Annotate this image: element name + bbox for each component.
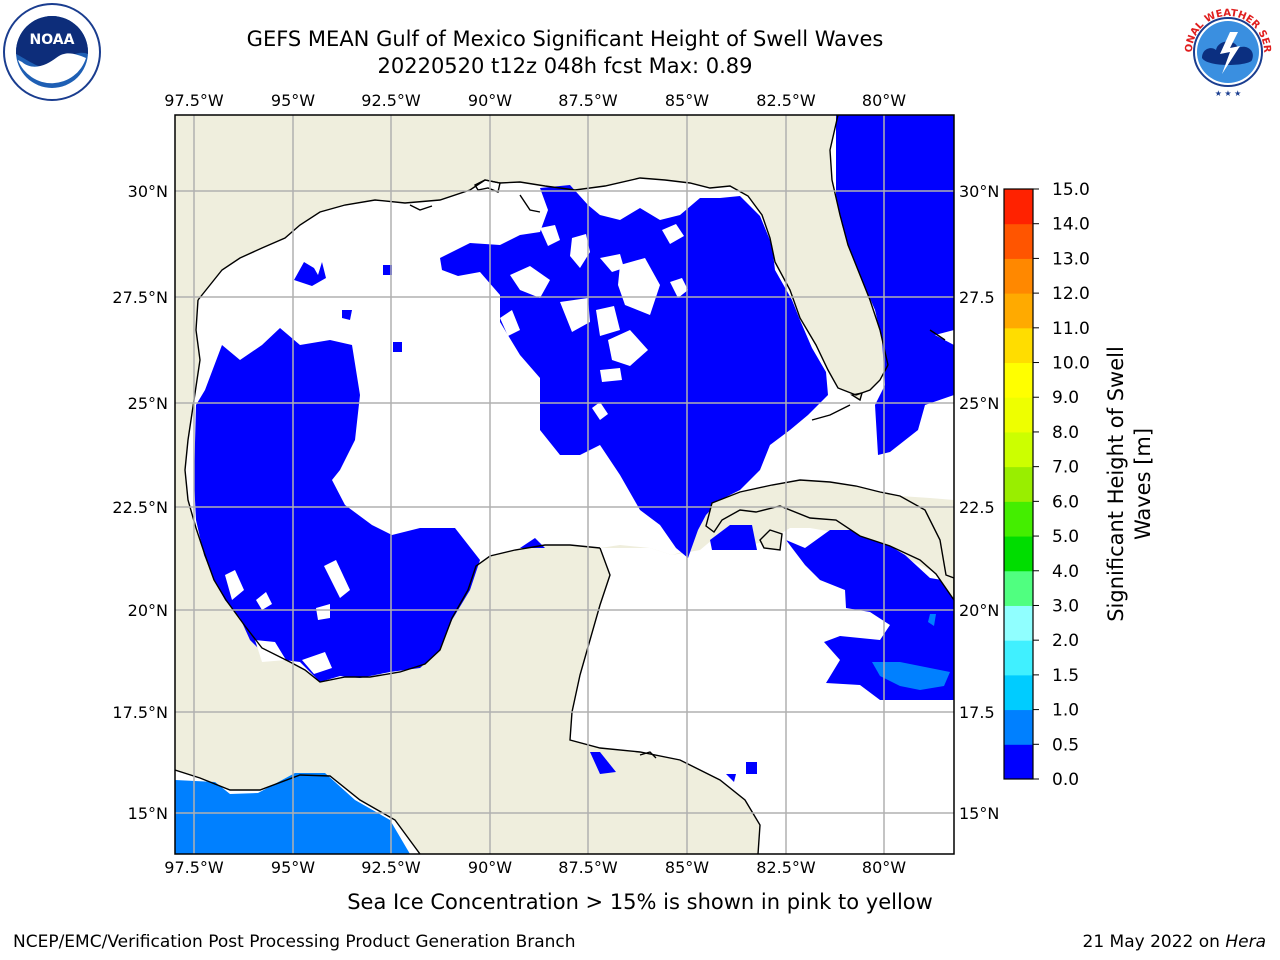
colorbar-tick-label: 1.5 bbox=[1052, 666, 1079, 686]
generation-date: 21 May 2022 on Hera bbox=[1083, 932, 1267, 952]
lat-tick-label: 15°N bbox=[959, 804, 999, 823]
colorbar-tick-label: 14.0 bbox=[1052, 215, 1090, 235]
lat-tick-label: 20°N bbox=[128, 601, 168, 620]
lat-tick-label: 22.5 bbox=[959, 498, 995, 517]
lon-tick-label: 92.5°W bbox=[361, 91, 421, 110]
lon-tick-label: 90°W bbox=[468, 91, 512, 110]
colorbar-swatch bbox=[1004, 258, 1033, 294]
lon-tick-label: 97.5°W bbox=[164, 91, 224, 110]
colorbar-swatch bbox=[1004, 397, 1033, 433]
colorbar-tick-label: 8.0 bbox=[1052, 423, 1079, 443]
lon-ticks-top: 97.5°W 95°W 92.5°W 90°W 87.5°W 85°W 82.5… bbox=[164, 91, 906, 110]
lon-tick-label: 92.5°W bbox=[361, 858, 421, 877]
lat-ticks-right: 30°N 27.5 25°N 22.5 20°N 17.5 15°N bbox=[959, 182, 999, 823]
colorbar-tick-label: 4.0 bbox=[1052, 562, 1079, 582]
colorbar-tick-label: 5.0 bbox=[1052, 527, 1079, 547]
colorbar-swatch bbox=[1004, 293, 1033, 329]
sea-ice-note: Sea Ice Concentration > 15% is shown in … bbox=[347, 890, 933, 914]
noaa-logo-text: NOAA bbox=[30, 32, 75, 48]
lat-tick-label: 17.5°N bbox=[112, 703, 168, 722]
lon-ticks-bottom: 97.5°W 95°W 92.5°W 90°W 87.5°W 85°W 82.5… bbox=[164, 858, 906, 877]
lon-tick-label: 87.5°W bbox=[558, 858, 618, 877]
lat-tick-label: 30°N bbox=[959, 182, 999, 201]
lon-tick-label: 95°W bbox=[271, 91, 315, 110]
lat-ticks-left: 30°N 27.5°N 25°N 22.5°N 20°N 17.5°N 15°N bbox=[112, 182, 168, 823]
producer-credit: NCEP/EMC/Verification Post Processing Pr… bbox=[13, 932, 576, 952]
lat-tick-label: 20°N bbox=[959, 601, 999, 620]
colorbar-tick-label: 7.0 bbox=[1052, 458, 1079, 478]
lon-tick-label: 97.5°W bbox=[164, 858, 224, 877]
colorbar-swatches bbox=[1004, 189, 1033, 780]
colorbar-swatch bbox=[1004, 362, 1033, 398]
lat-tick-label: 27.5°N bbox=[112, 288, 168, 307]
coastline-lines bbox=[175, 115, 946, 854]
map-plot bbox=[175, 115, 954, 854]
colorbar-swatch bbox=[1004, 674, 1033, 711]
colorbar-tick-label: 11.0 bbox=[1052, 319, 1090, 339]
colorbar-swatch bbox=[1004, 640, 1033, 676]
colorbar-swatch bbox=[1004, 189, 1033, 225]
svg-text:★ ★ ★: ★ ★ ★ bbox=[1215, 89, 1242, 98]
colorbar-tick-label: 0.0 bbox=[1052, 770, 1079, 790]
colorbar-swatch bbox=[1004, 327, 1033, 364]
colorbar-swatch bbox=[1004, 431, 1033, 468]
lat-tick-label: 25°N bbox=[128, 394, 168, 413]
colorbar-tick-label: 13.0 bbox=[1052, 249, 1090, 269]
colorbar-swatch bbox=[1004, 501, 1033, 537]
host-name: Hera bbox=[1225, 932, 1266, 952]
colorbar-swatch bbox=[1004, 570, 1033, 606]
lon-tick-label: 82.5°W bbox=[756, 91, 816, 110]
noaa-logo: NOAA bbox=[3, 3, 101, 101]
colorbar-ticks: 0.0 0.5 1.0 1.5 2.0 3.0 4.0 5.0 6.0 7.0 8.0 9.0 10.0… bbox=[1033, 180, 1090, 790]
lat-tick-label: 27.5 bbox=[959, 288, 995, 307]
lon-tick-label: 80°W bbox=[862, 91, 906, 110]
lon-tick-label: 95°W bbox=[271, 858, 315, 877]
colorbar-frame bbox=[1003, 188, 1034, 780]
colorbar: 0.0 0.5 1.0 1.5 2.0 3.0 4.0 5.0 6.0 7.0 8.0 9.0 10.0… bbox=[1003, 180, 1155, 790]
colorbar-tick-label: 3.0 bbox=[1052, 596, 1079, 616]
lon-tick-label: 90°W bbox=[468, 858, 512, 877]
map-frame bbox=[174, 114, 955, 855]
lon-tick-label: 82.5°W bbox=[756, 858, 816, 877]
lon-tick-label: 85°W bbox=[665, 858, 709, 877]
colorbar-label-line2: Waves [m] bbox=[1131, 428, 1155, 540]
colorbar-swatch bbox=[1004, 223, 1033, 259]
colorbar-swatch bbox=[1004, 605, 1033, 641]
colorbar-tick-label: 0.5 bbox=[1052, 735, 1079, 755]
swell-holes bbox=[225, 224, 688, 674]
map-subtitle: 20220520 t12z 048h fcst Max: 0.89 bbox=[377, 54, 753, 78]
colorbar-tick-label: 12.0 bbox=[1052, 284, 1090, 304]
lat-tick-label: 15°N bbox=[128, 804, 168, 823]
colorbar-tick-label: 1.0 bbox=[1052, 701, 1079, 721]
lon-tick-label: 80°W bbox=[862, 858, 906, 877]
lon-tick-label: 85°W bbox=[665, 91, 709, 110]
colorbar-swatch bbox=[1004, 536, 1033, 572]
graticule bbox=[175, 115, 954, 854]
lat-tick-label: 22.5°N bbox=[112, 498, 168, 517]
map-title: GEFS MEAN Gulf of Mexico Significant Hei… bbox=[246, 27, 884, 51]
lat-tick-label: 25°N bbox=[959, 394, 999, 413]
colorbar-tick-label: 2.0 bbox=[1052, 631, 1079, 651]
lat-tick-label: 30°N bbox=[128, 182, 168, 201]
colorbar-tick-label: 15.0 bbox=[1052, 180, 1090, 200]
nws-logo: NATIONAL WEATHER SERVICE ★ ★ ★ bbox=[1178, 2, 1276, 100]
lat-tick-label: 17.5 bbox=[959, 703, 995, 722]
coastline bbox=[705, 392, 954, 602]
lon-tick-label: 87.5°W bbox=[558, 91, 618, 110]
colorbar-label-line1: Significant Height of Swell bbox=[1104, 346, 1128, 622]
colorbar-swatch bbox=[1004, 709, 1033, 745]
colorbar-tick-label: 9.0 bbox=[1052, 388, 1079, 408]
colorbar-tick-label: 6.0 bbox=[1052, 492, 1079, 512]
colorbar-swatch bbox=[1004, 466, 1033, 502]
date-text: 21 May 2022 on bbox=[1082, 932, 1226, 952]
colorbar-tick-label: 10.0 bbox=[1052, 354, 1090, 374]
colorbar-swatch bbox=[1004, 744, 1033, 780]
